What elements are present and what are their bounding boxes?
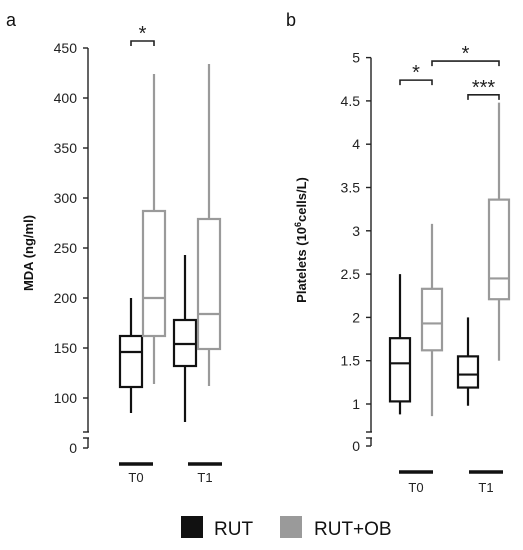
significance-label: *** <box>472 77 496 99</box>
y-tick-label: 200 <box>54 290 78 306</box>
legend-label-rut-ob: RUT+OB <box>314 519 392 540</box>
category-labels: T0 T1 <box>399 470 503 495</box>
legend-swatch-rut <box>181 516 203 538</box>
box-iqr <box>456 355 480 389</box>
y-axis-line <box>83 48 89 448</box>
y-axis-title: MDA (ng/ml) <box>21 215 36 291</box>
box-plots <box>388 102 511 417</box>
significance-label: * <box>462 43 470 65</box>
box-iqr <box>196 217 222 351</box>
legend: RUT RUT+OB <box>181 516 392 540</box>
box-rut-ob-t1 <box>487 102 511 361</box>
y-tick-label: 3.5 <box>341 180 361 196</box>
box-iqr <box>141 209 167 338</box>
box-rut-ob-t0 <box>141 74 167 384</box>
y-tick-label: 5 <box>352 50 360 66</box>
legend-swatch-rut-ob <box>280 516 302 538</box>
y-tick-label: 2 <box>352 309 360 325</box>
y-tick-label: 150 <box>54 340 78 356</box>
significance-bracket: * <box>399 62 433 86</box>
box-plots <box>118 64 222 422</box>
category-label: T1 <box>197 470 212 485</box>
y-axis-ticks: 0 1 1.5 2 2.5 3 3.5 4 4.5 5 <box>341 50 371 454</box>
box-rut-t1 <box>172 255 198 422</box>
box-rut-t0 <box>118 298 144 413</box>
y-tick-label: 1 <box>352 396 360 412</box>
box-iqr <box>388 337 412 403</box>
y-tick-label: 2.5 <box>341 266 361 282</box>
box-rut-t1 <box>456 317 480 406</box>
significance-brackets: * <box>130 23 155 46</box>
bracket-line <box>467 94 500 100</box>
significance-bracket: *** <box>467 77 500 100</box>
category-label: T0 <box>128 470 143 485</box>
y-tick-label: 1.5 <box>341 353 361 369</box>
y-tick-label: 4.5 <box>341 93 361 109</box>
panel-label-b: b <box>286 10 296 30</box>
y-tick-label: 4 <box>352 136 360 152</box>
y-axis-line <box>366 57 372 446</box>
box-rut-ob-t1 <box>196 64 222 386</box>
y-tick-label: 0 <box>69 440 77 456</box>
significance-bracket: * <box>130 23 155 46</box>
y-tick-label: 350 <box>54 140 78 156</box>
y-tick-label: 300 <box>54 190 78 206</box>
category-labels: T0 T1 <box>119 462 222 485</box>
y-tick-label: 250 <box>54 240 78 256</box>
y-tick-label: 450 <box>54 40 78 56</box>
box-rut-ob-t0 <box>420 223 444 417</box>
box-iqr <box>118 334 144 389</box>
box-iqr <box>487 198 511 301</box>
box-iqr <box>420 287 444 352</box>
significance-label: * <box>412 62 420 84</box>
bracket-line <box>399 79 433 86</box>
category-label: T1 <box>478 480 493 495</box>
y-axis-ticks: 0 100 150 200 250 300 350 400 450 <box>54 40 88 456</box>
significance-label: * <box>139 23 147 45</box>
panel-label-a: a <box>6 10 17 30</box>
category-label: T0 <box>408 480 423 495</box>
significance-brackets: ***** <box>399 43 500 100</box>
legend-label-rut: RUT <box>214 519 253 540</box>
significance-bracket: * <box>431 43 500 67</box>
box-rut-t0 <box>388 274 412 415</box>
bracket-line <box>130 40 155 46</box>
chart-panel-b: Platelets (106cells/L) 0 1 1.5 2 2.5 3 3.5 4 4.5… <box>293 43 511 495</box>
y-tick-label: 400 <box>54 90 78 106</box>
y-axis-title: Platelets (106cells/L) <box>293 177 309 303</box>
y-tick-label: 3 <box>352 223 360 239</box>
y-tick-label: 100 <box>54 390 78 406</box>
bracket-line <box>431 60 500 67</box>
y-tick-label: 0 <box>352 438 360 454</box>
